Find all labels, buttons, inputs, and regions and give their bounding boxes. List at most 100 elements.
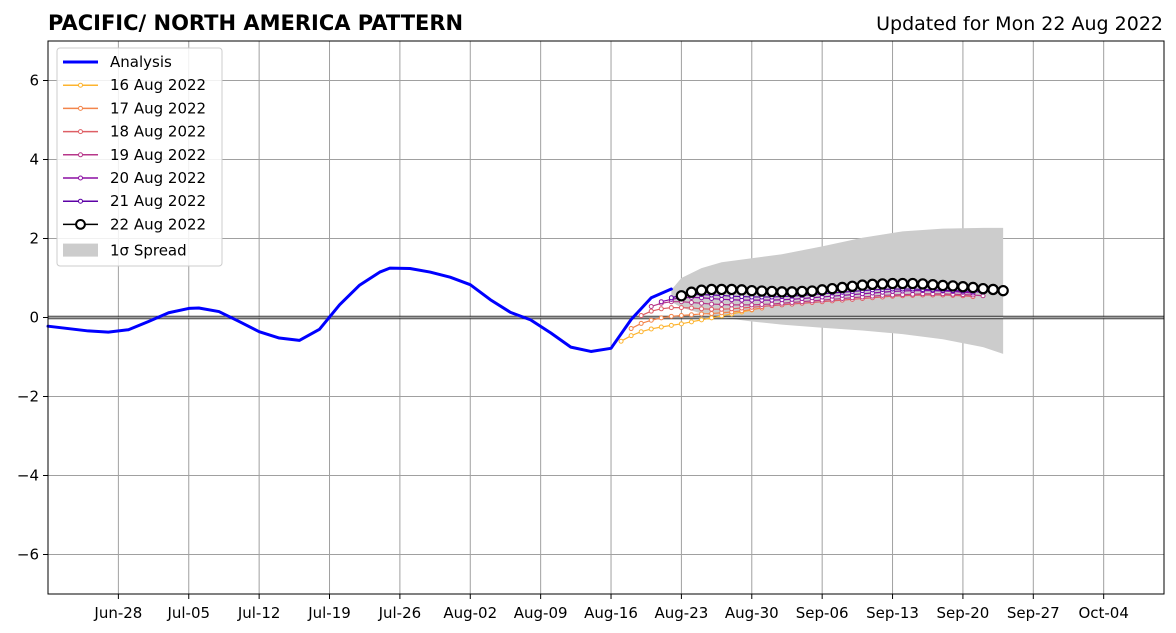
- data-point: [628, 333, 634, 339]
- series-17-aug-2022: [628, 305, 765, 332]
- data-point: [719, 296, 725, 302]
- data-point: [927, 279, 939, 291]
- legend-label: Analysis: [110, 53, 172, 71]
- legend: Analysis 16 Aug 2022 17 Aug 2022 18 Aug 202…: [56, 47, 223, 267]
- data-point: [957, 280, 969, 293]
- series-line: [650, 293, 984, 308]
- legend-item: 16 Aug 2022: [63, 76, 206, 94]
- data-point: [618, 338, 624, 344]
- data-point: [695, 284, 708, 296]
- data-point: [705, 283, 718, 296]
- data-point: [866, 278, 879, 291]
- data-point: [658, 299, 664, 305]
- data-point: [715, 283, 728, 296]
- data-point: [719, 306, 725, 312]
- y-tick-label: 6: [29, 72, 39, 90]
- data-point: [826, 282, 838, 295]
- data-point: [749, 302, 755, 308]
- legend-marker: [78, 175, 83, 181]
- y-axis-ticks: −6 −4 −2 0 2 4 6: [17, 72, 48, 564]
- data-point: [846, 280, 859, 292]
- data-point: [709, 311, 715, 317]
- data-point: [736, 284, 748, 296]
- x-tick-label: Jun-28: [93, 604, 142, 622]
- legend-marker: [75, 219, 86, 230]
- data-point: [739, 302, 745, 308]
- data-point: [668, 322, 674, 328]
- y-tick-label: −6: [17, 546, 39, 564]
- data-point: [709, 306, 715, 312]
- data-point: [766, 285, 778, 298]
- data-point: [937, 279, 949, 292]
- data-point: [668, 313, 674, 319]
- legend-label: 1σ Spread: [110, 242, 187, 260]
- data-point: [638, 313, 644, 319]
- data-point: [776, 286, 788, 298]
- data-point: [688, 305, 694, 311]
- x-tick-label: Aug-16: [584, 604, 638, 622]
- legend-label: 18 Aug 2022: [110, 123, 206, 141]
- data-point: [678, 321, 684, 327]
- legend-label: 21 Aug 2022: [110, 192, 206, 210]
- data-point: [648, 326, 654, 332]
- chart-title: PACIFIC/ NORTH AMERICA PATTERN: [48, 11, 463, 35]
- data-point: [648, 308, 654, 314]
- data-point: [746, 284, 758, 297]
- x-tick-label: Aug-02: [443, 604, 497, 622]
- data-point: [947, 280, 959, 292]
- legend-label: 16 Aug 2022: [110, 76, 206, 94]
- legend-marker: [78, 129, 83, 135]
- legend-label: 20 Aug 2022: [110, 169, 206, 187]
- data-point: [699, 311, 705, 317]
- data-point: [725, 283, 738, 296]
- legend-item: Analysis: [63, 53, 172, 71]
- series-22-aug-2022: [675, 277, 1009, 302]
- data-point: [896, 277, 909, 290]
- data-point: [987, 283, 999, 296]
- data-point: [886, 277, 899, 290]
- legend-item: 20 Aug 2022: [63, 169, 206, 187]
- x-tick-label: Aug-23: [655, 604, 709, 622]
- data-point: [648, 317, 654, 323]
- data-point: [967, 281, 979, 294]
- x-tick-label: Sep-27: [1007, 604, 1060, 622]
- data-point: [685, 286, 698, 298]
- data-point: [759, 301, 765, 307]
- data-point: [648, 303, 654, 309]
- series-analysis: [46, 266, 673, 353]
- data-point: [709, 301, 715, 307]
- legend-item: 19 Aug 2022: [63, 146, 206, 164]
- data-point: [688, 312, 694, 318]
- series-line: [640, 294, 974, 317]
- x-axis-ticks: Jun-28 Jul-05 Jul-12 Jul-19 Jul-26 Aug-02 Aug-…: [93, 594, 1129, 622]
- y-tick-label: 4: [29, 151, 39, 169]
- x-tick-label: Aug-30: [725, 604, 779, 622]
- x-tick-label: Sep-13: [866, 604, 919, 622]
- legend-marker: [78, 198, 83, 204]
- data-point: [729, 306, 735, 312]
- legend-marker: [78, 152, 83, 158]
- data-point: [628, 326, 634, 332]
- legend-item: 17 Aug 2022: [63, 99, 206, 117]
- data-point: [699, 317, 705, 323]
- data-point: [856, 279, 869, 291]
- x-tick-label: Jul-12: [237, 604, 281, 622]
- data-point: [658, 315, 664, 321]
- data-point: [756, 285, 768, 297]
- data-point: [977, 282, 989, 295]
- data-point: [906, 277, 919, 290]
- data-point: [917, 278, 929, 290]
- legend-item: 1σ Spread: [63, 242, 187, 260]
- legend-item: 21 Aug 2022: [63, 192, 206, 210]
- data-point: [806, 285, 818, 297]
- y-tick-label: 0: [29, 309, 39, 327]
- data-point: [816, 284, 828, 296]
- data-point: [678, 305, 684, 311]
- data-point: [668, 305, 674, 311]
- x-tick-label: Aug-09: [514, 604, 568, 622]
- series-layer: [46, 266, 1009, 353]
- data-point: [699, 300, 705, 306]
- legend-item: 18 Aug 2022: [63, 123, 206, 141]
- data-point: [638, 320, 644, 326]
